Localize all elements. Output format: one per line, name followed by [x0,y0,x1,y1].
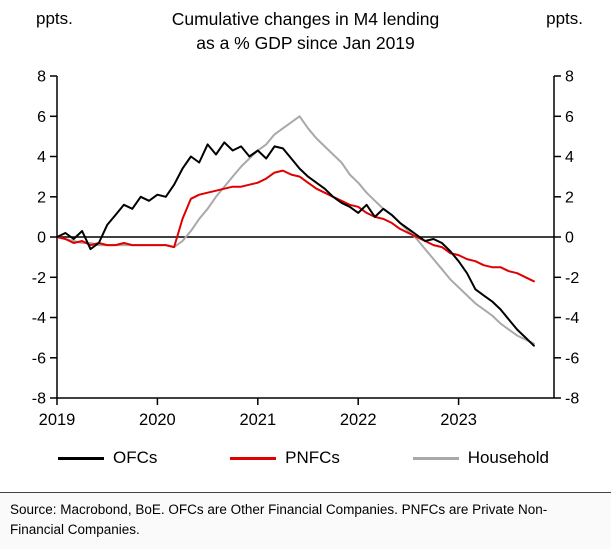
svg-text:6: 6 [565,109,574,126]
svg-text:-8: -8 [32,391,46,408]
svg-text:-4: -4 [565,310,579,327]
chart-title-line2: as a % GDP since Jan 2019 [196,32,415,53]
legend-item-household: Household [412,448,549,468]
pnfcs-line-swatch [230,456,277,460]
y-axis-unit-left: ppts. [36,9,73,28]
svg-text:2019: 2019 [39,411,76,429]
svg-text:2023: 2023 [440,411,477,429]
svg-text:0: 0 [37,230,46,247]
svg-text:2: 2 [565,189,574,206]
chart-title: Cumulative changes in M4 lending as a % … [0,8,611,55]
source-note: Source: Macrobond, BoE. OFCs are Other F… [0,491,611,549]
svg-text:4: 4 [37,149,46,166]
svg-text:-4: -4 [32,310,46,327]
legend: OFCs PNFCs Household [0,440,611,470]
y-axis-unit-right: ppts. [546,9,583,28]
household-line-swatch [412,456,459,460]
svg-text:0: 0 [565,230,574,247]
legend-item-pnfcs: PNFCs [230,448,340,468]
chart-title-line1: Cumulative changes in M4 lending [171,9,440,29]
chart-header: ppts. Cumulative changes in M4 lending a… [0,0,611,62]
legend-item-ofcs: OFCs [58,448,157,468]
svg-text:2020: 2020 [139,411,176,429]
source-text: Source: Macrobond, BoE. OFCs are Other F… [10,501,548,537]
line-chart-plot-area: 8 8 6 6 4 4 2 2 0 0 -2 -2 -4 -4 -6 -6 -8 -8 2019 2020 2021 20… [32,69,580,430]
legend-label-pnfcs: PNFCs [285,448,340,467]
ofcs-line-swatch [58,456,104,460]
svg-text:2: 2 [37,189,46,206]
svg-text:-2: -2 [32,270,46,287]
legend-label-ofcs: OFCs [113,448,158,467]
svg-text:8: 8 [565,69,574,86]
svg-text:-6: -6 [32,350,46,367]
svg-text:-6: -6 [565,350,579,367]
svg-text:8: 8 [37,69,46,86]
legend-label-household: Household [467,448,549,467]
svg-text:2021: 2021 [239,411,276,429]
svg-text:2022: 2022 [340,411,377,429]
svg-text:4: 4 [565,149,574,166]
svg-text:6: 6 [37,109,46,126]
svg-text:-8: -8 [565,391,579,408]
svg-text:-2: -2 [565,270,579,287]
